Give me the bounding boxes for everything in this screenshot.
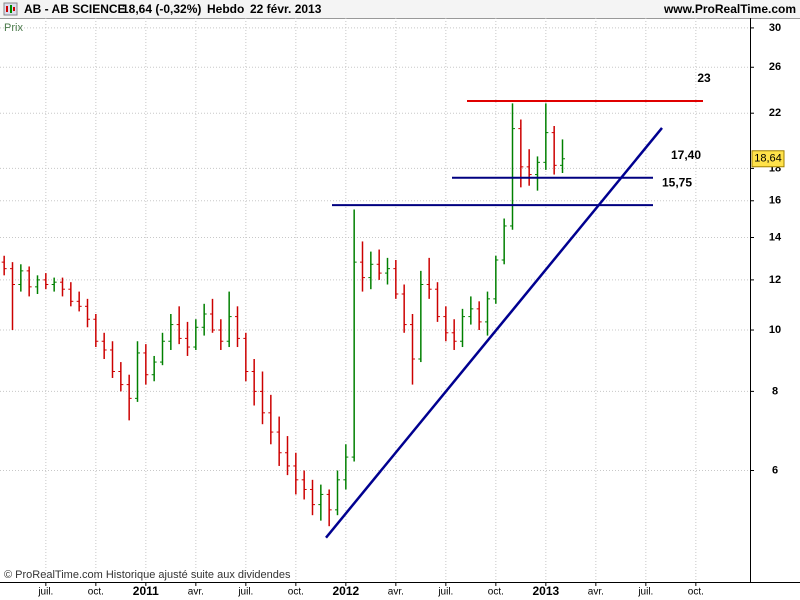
x-tick-label: oct. bbox=[488, 587, 504, 598]
site: www.ProRealTime.com bbox=[663, 2, 796, 16]
y-tick-label: 12 bbox=[769, 274, 781, 286]
y-axis-label: Prix bbox=[4, 22, 23, 34]
last-price-box bbox=[751, 150, 785, 168]
x-tick-label: 2012 bbox=[332, 584, 359, 598]
x-tick-label: 2013 bbox=[532, 584, 559, 598]
y-tick-label: 30 bbox=[769, 22, 781, 34]
x-tick-label: oct. bbox=[688, 587, 704, 598]
x-tick-label: juil. bbox=[37, 587, 53, 598]
x-tick-label: oct. bbox=[88, 587, 104, 598]
y-tick-label: 26 bbox=[769, 61, 781, 73]
x-tick-label: 2011 bbox=[133, 584, 159, 598]
y-tick-label: 22 bbox=[769, 107, 781, 119]
y-tick-label: 6 bbox=[772, 464, 778, 476]
y-tick-label: 10 bbox=[769, 324, 781, 336]
period: Hebdo bbox=[207, 2, 244, 16]
header-bar bbox=[0, 0, 800, 18]
trend-line bbox=[325, 127, 663, 539]
last-price-label: 18,64 bbox=[754, 153, 782, 165]
symbol: AB - AB SCIENCE bbox=[24, 2, 126, 16]
x-tick-label: juil. bbox=[437, 587, 453, 598]
level-label: 23 bbox=[697, 71, 711, 85]
quote: 18,64 (-0,32%) bbox=[122, 2, 201, 16]
footer: © ProRealTime.com Historique ajusté suit… bbox=[4, 569, 291, 581]
x-tick-label: juil. bbox=[237, 587, 253, 598]
x-tick-label: avr. bbox=[588, 587, 604, 598]
y-tick-label: 16 bbox=[769, 195, 781, 207]
header-icon bbox=[3, 2, 18, 16]
date: 22 févr. 2013 bbox=[250, 2, 322, 16]
x-tick-label: oct. bbox=[288, 587, 304, 598]
x-tick-label: avr. bbox=[388, 587, 404, 598]
y-tick-label: 8 bbox=[772, 385, 778, 397]
x-tick-label: juil. bbox=[637, 587, 653, 598]
level-label: 17,40 bbox=[671, 148, 701, 162]
level-label: 15,75 bbox=[662, 175, 692, 189]
x-tick-label: avr. bbox=[188, 587, 204, 598]
y-tick-label: 14 bbox=[769, 231, 782, 243]
